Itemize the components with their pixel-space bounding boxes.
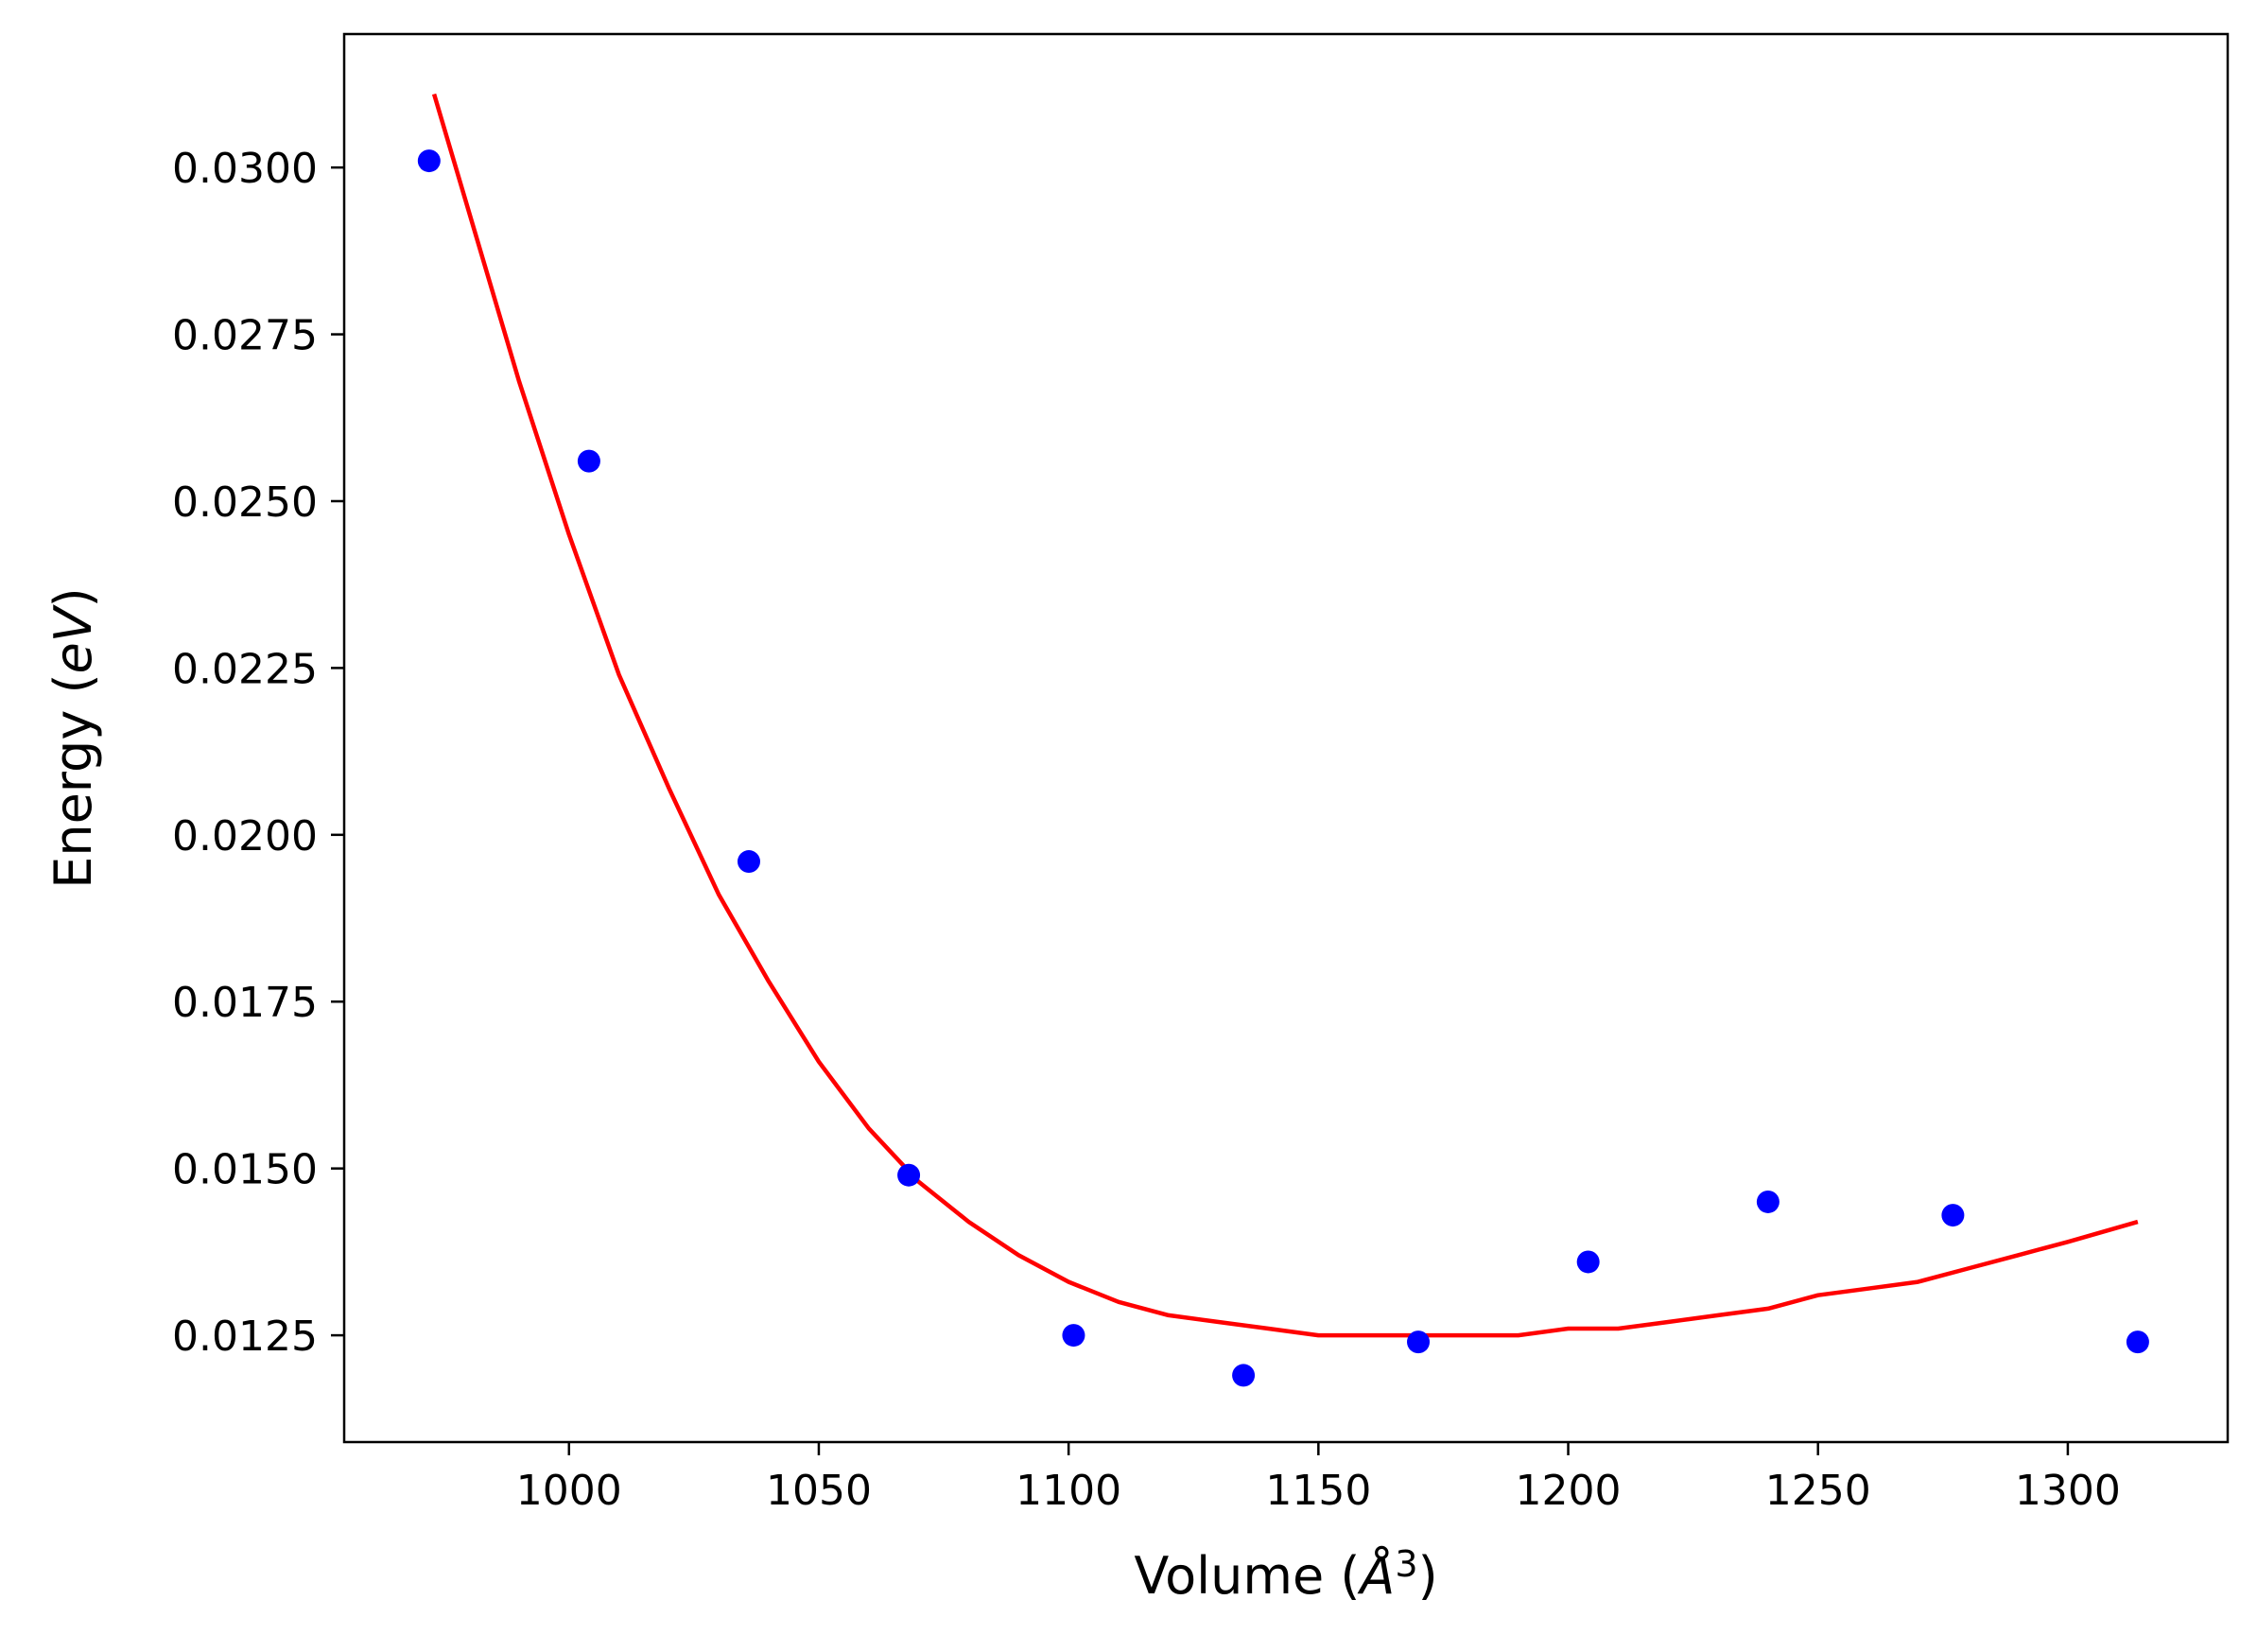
x-tick-label: 1200 xyxy=(1516,1467,1622,1515)
x-tick-label: 1250 xyxy=(1765,1467,1871,1515)
y-tick-label: 0.0275 xyxy=(172,312,318,360)
y-tick-label: 0.0125 xyxy=(172,1313,318,1361)
data-point xyxy=(737,850,760,874)
x-tick-label: 1000 xyxy=(516,1467,622,1515)
y-tick-label: 0.0200 xyxy=(172,812,318,861)
fit-curve-layer xyxy=(431,93,2139,1338)
data-points-layer xyxy=(417,149,2149,1387)
x-tick-label: 1100 xyxy=(1016,1467,1121,1515)
fit-curve xyxy=(431,93,2139,1338)
y-tick-label: 0.0300 xyxy=(172,145,318,193)
data-point xyxy=(1576,1250,1600,1274)
y-tick-label: 0.0225 xyxy=(172,645,318,693)
y-tick-label: 0.0175 xyxy=(172,979,318,1027)
y-tick-label: 0.0150 xyxy=(172,1146,318,1194)
data-point xyxy=(1941,1204,1965,1227)
y-tick-label: 0.0250 xyxy=(172,478,318,527)
data-point xyxy=(1232,1364,1256,1387)
data-point xyxy=(1062,1324,1085,1348)
data-point xyxy=(897,1163,921,1187)
ticks-layer: 1000 1050 1100 1150 1200 1250 1300 0.0125 0.0150… xyxy=(172,145,2121,1515)
plot-frame xyxy=(342,32,2230,1444)
data-point xyxy=(1756,1190,1780,1213)
data-point xyxy=(577,449,600,473)
x-tick-label: 1300 xyxy=(2015,1467,2121,1515)
y-axis-title: Energy (eV) xyxy=(43,587,103,889)
data-point xyxy=(2126,1330,2149,1354)
data-point xyxy=(417,149,441,173)
x-axis-title: Volume (Å3) xyxy=(1134,1543,1437,1606)
data-point xyxy=(1407,1330,1431,1354)
x-tick-label: 1050 xyxy=(766,1467,872,1515)
x-tick-label: 1150 xyxy=(1265,1467,1371,1515)
